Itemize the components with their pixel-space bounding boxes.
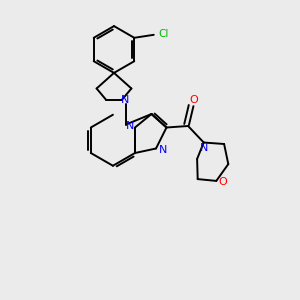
Text: O: O [218, 177, 227, 188]
Text: N: N [200, 143, 208, 153]
Text: O: O [189, 95, 198, 105]
Text: Cl: Cl [158, 29, 169, 39]
Text: N: N [125, 121, 134, 131]
Text: N: N [158, 145, 167, 155]
Text: N: N [121, 95, 130, 105]
